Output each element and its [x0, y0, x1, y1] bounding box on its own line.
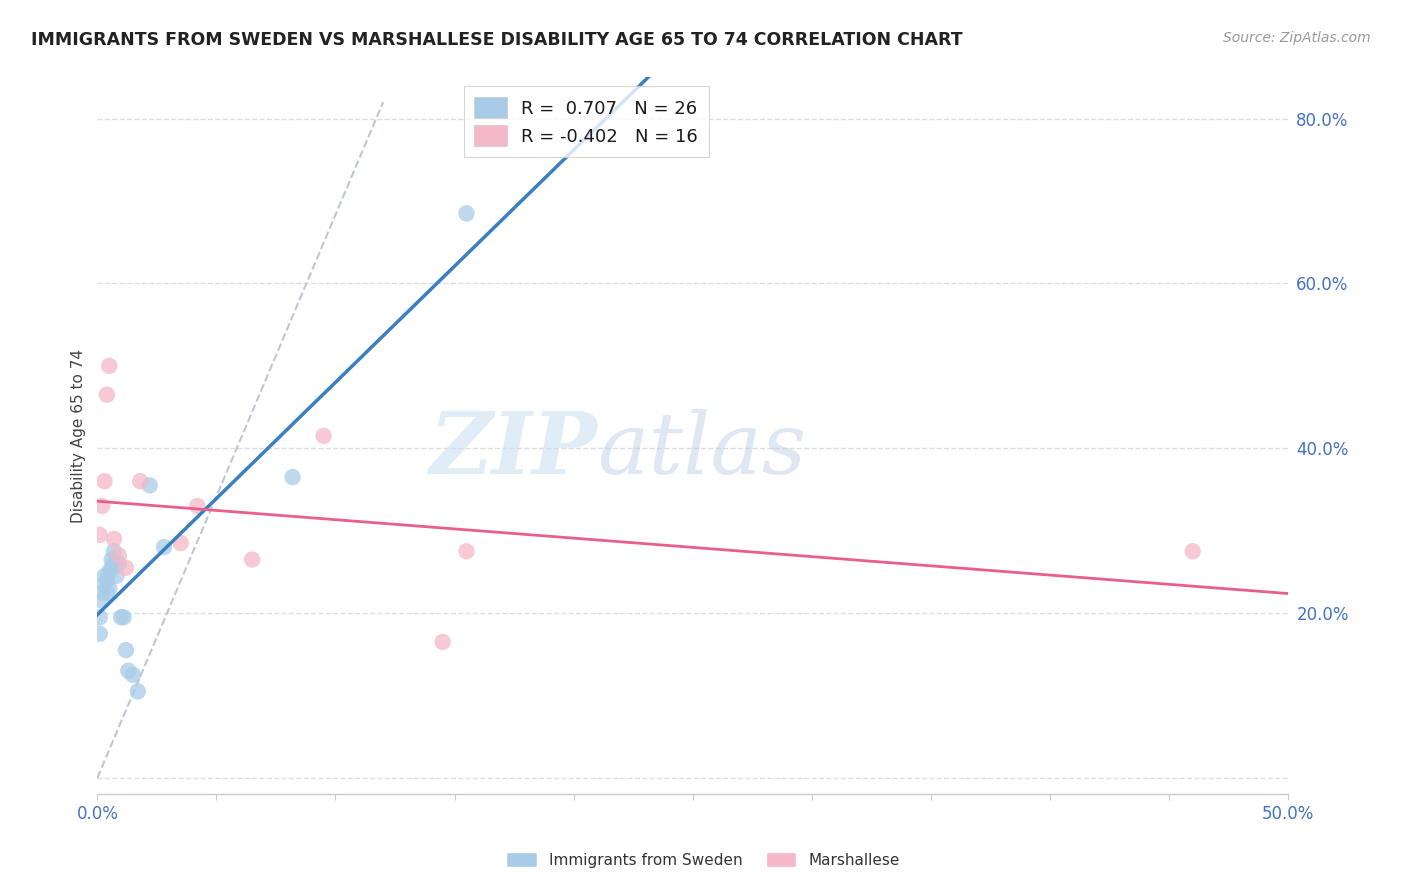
- Point: [105, 569, 128, 583]
- Text: ZIP: ZIP: [430, 409, 598, 492]
- Point: [240, 552, 263, 566]
- Point: [93, 569, 115, 583]
- Point: [115, 643, 138, 657]
- Point: [103, 557, 125, 571]
- Point: [98, 359, 121, 373]
- Point: [117, 664, 139, 678]
- Text: IMMIGRANTS FROM SWEDEN VS MARSHALLESE DISABILITY AGE 65 TO 74 CORRELATION CHART: IMMIGRANTS FROM SWEDEN VS MARSHALLESE DI…: [31, 31, 963, 49]
- Point: [91, 585, 114, 599]
- Text: atlas: atlas: [598, 409, 807, 491]
- Point: [432, 635, 454, 649]
- Legend: Immigrants from Sweden, Marshallese: Immigrants from Sweden, Marshallese: [499, 844, 907, 875]
- Point: [312, 429, 335, 443]
- Point: [281, 470, 304, 484]
- Point: [103, 532, 125, 546]
- Point: [89, 610, 111, 624]
- Point: [1181, 544, 1204, 558]
- Point: [96, 387, 118, 401]
- Point: [112, 610, 135, 624]
- Point: [98, 565, 121, 579]
- Point: [153, 540, 176, 554]
- Point: [127, 684, 149, 698]
- Point: [122, 668, 145, 682]
- Point: [91, 499, 114, 513]
- Point: [186, 499, 208, 513]
- Point: [100, 552, 122, 566]
- Point: [110, 610, 132, 624]
- Point: [93, 577, 115, 591]
- Point: [139, 478, 162, 492]
- Point: [456, 544, 478, 558]
- Point: [98, 582, 121, 596]
- Point: [93, 474, 115, 488]
- Legend: R =  0.707   N = 26, R = -0.402   N = 16: R = 0.707 N = 26, R = -0.402 N = 16: [464, 87, 709, 157]
- Point: [96, 573, 118, 587]
- Point: [115, 560, 138, 574]
- Point: [170, 536, 193, 550]
- Point: [107, 557, 129, 571]
- Text: Source: ZipAtlas.com: Source: ZipAtlas.com: [1223, 31, 1371, 45]
- Point: [100, 560, 122, 574]
- Point: [96, 585, 118, 599]
- Point: [456, 206, 478, 220]
- Point: [103, 544, 125, 558]
- Y-axis label: Disability Age 65 to 74: Disability Age 65 to 74: [72, 349, 86, 523]
- Point: [107, 549, 129, 563]
- Point: [91, 593, 114, 607]
- Point: [89, 528, 111, 542]
- Point: [89, 626, 111, 640]
- Point: [129, 474, 152, 488]
